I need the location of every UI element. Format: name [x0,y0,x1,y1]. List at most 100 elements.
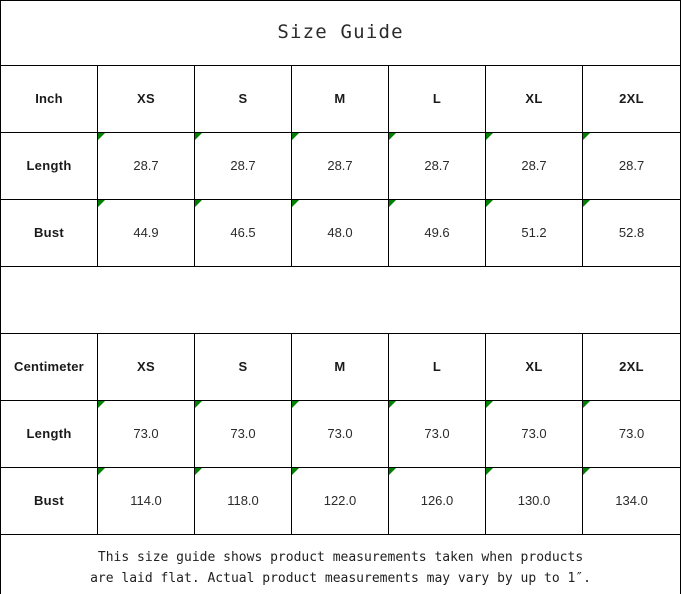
inch-size-header-xs: XS [97,65,195,133]
title-cell: Size Guide [0,0,681,66]
error-flag-icon [292,401,299,408]
error-flag-icon [98,468,105,475]
centimeter-bust-2xl: 134.0 [581,467,681,535]
centimeter-length-2xl: 73.0 [581,400,681,468]
table-row: Length 28.7 28.7 28.7 28.7 [0,132,681,200]
centimeter-bust-xl: 130.0 [485,467,583,535]
inch-bust-l: 49.6 [388,199,486,267]
inch-length-s: 28.7 [194,132,292,200]
cell-value: 28.7 [618,158,645,173]
centimeter-bust-l: 126.0 [388,467,486,535]
inch-bust-label-cell: Bust [0,199,98,267]
centimeter-bust-m: 122.0 [291,467,389,535]
error-flag-icon [583,133,590,140]
error-flag-icon [486,133,493,140]
size-label-m: M [334,91,346,106]
table-row: Bust 114.0 118.0 122.0 126.0 [0,467,681,535]
cell-value: 28.7 [327,158,353,173]
size-label-xs: XS [137,359,155,374]
error-flag-icon [195,401,202,408]
inch-bust-m: 48.0 [291,199,389,267]
centimeter-header-row: Centimeter XS S M L XL 2XL [0,333,681,401]
centimeter-length-m: 73.0 [291,400,389,468]
inch-length-xl: 28.7 [485,132,583,200]
size-label-2xl: 2XL [619,91,644,106]
centimeter-size-header-m: M [291,333,389,401]
table-row: Length 73.0 73.0 73.0 73.0 [0,400,681,468]
row-label-length: Length [26,158,72,173]
cell-value: 73.0 [618,426,645,441]
inch-size-header-m: M [291,65,389,133]
cell-value: 130.0 [517,493,551,508]
error-flag-icon [195,133,202,140]
inch-unit-cell: Inch [0,65,98,133]
size-label-xl: XL [525,91,543,106]
error-flag-icon [98,401,105,408]
cell-value: 44.9 [133,225,159,240]
error-flag-icon [292,468,299,475]
inch-length-label-cell: Length [0,132,98,200]
error-flag-icon [195,468,202,475]
size-label-xl: XL [525,359,543,374]
inch-bust-s: 46.5 [194,199,292,267]
cell-value: 126.0 [420,493,454,508]
footer-note: This size guide shows product measuremen… [90,550,591,586]
cell-value: 52.8 [618,225,645,240]
size-label-s: S [238,359,248,374]
cell-value: 73.0 [521,426,547,441]
inch-bust-xl: 51.2 [485,199,583,267]
size-label-s: S [238,91,248,106]
footer-cell: This size guide shows product measuremen… [0,534,681,594]
inch-header-row: Inch XS S M L XL 2XL [0,65,681,133]
cell-value: 28.7 [133,158,159,173]
centimeter-length-xs: 73.0 [97,400,195,468]
centimeter-length-label-cell: Length [0,400,98,468]
title-row: Size Guide [0,0,681,66]
cell-value: 28.7 [521,158,547,173]
row-label-length: Length [26,426,72,441]
row-label-bust: Bust [33,225,65,240]
centimeter-bust-s: 118.0 [194,467,292,535]
inch-bust-2xl: 52.8 [581,199,681,267]
inch-length-m: 28.7 [291,132,389,200]
row-label-bust: Bust [33,493,65,508]
error-flag-icon [389,468,396,475]
cell-value: 73.0 [327,426,353,441]
centimeter-length-xl: 73.0 [485,400,583,468]
cell-value: 73.0 [230,426,256,441]
cell-value: 118.0 [227,493,259,508]
error-flag-icon [389,200,396,207]
inch-length-xs: 28.7 [97,132,195,200]
inch-size-header-l: L [388,65,486,133]
cell-value: 49.6 [424,225,450,240]
centimeter-size-header-xl: XL [485,333,583,401]
centimeter-unit-label: Centimeter [14,359,84,374]
error-flag-icon [486,401,493,408]
centimeter-length-l: 73.0 [388,400,486,468]
centimeter-size-header-xs: XS [97,333,195,401]
cell-value: 73.0 [133,426,159,441]
cell-value: 28.7 [230,158,256,173]
cell-value: 73.0 [424,426,450,441]
inch-size-header-s: S [194,65,292,133]
cell-value: 122.0 [323,493,357,508]
size-label-xs: XS [137,91,155,106]
inch-size-header-xl: XL [485,65,583,133]
centimeter-size-header-l: L [388,333,486,401]
error-flag-icon [583,401,590,408]
error-flag-icon [98,200,105,207]
centimeter-bust-xs: 114.0 [97,467,195,535]
size-label-l: L [432,359,442,374]
error-flag-icon [292,133,299,140]
centimeter-length-s: 73.0 [194,400,292,468]
inch-length-l: 28.7 [388,132,486,200]
centimeter-size-header-s: S [194,333,292,401]
error-flag-icon [98,133,105,140]
error-flag-icon [583,468,590,475]
size-label-2xl: 2XL [619,359,644,374]
error-flag-icon [292,200,299,207]
error-flag-icon [389,401,396,408]
cell-value: 46.5 [230,225,256,240]
